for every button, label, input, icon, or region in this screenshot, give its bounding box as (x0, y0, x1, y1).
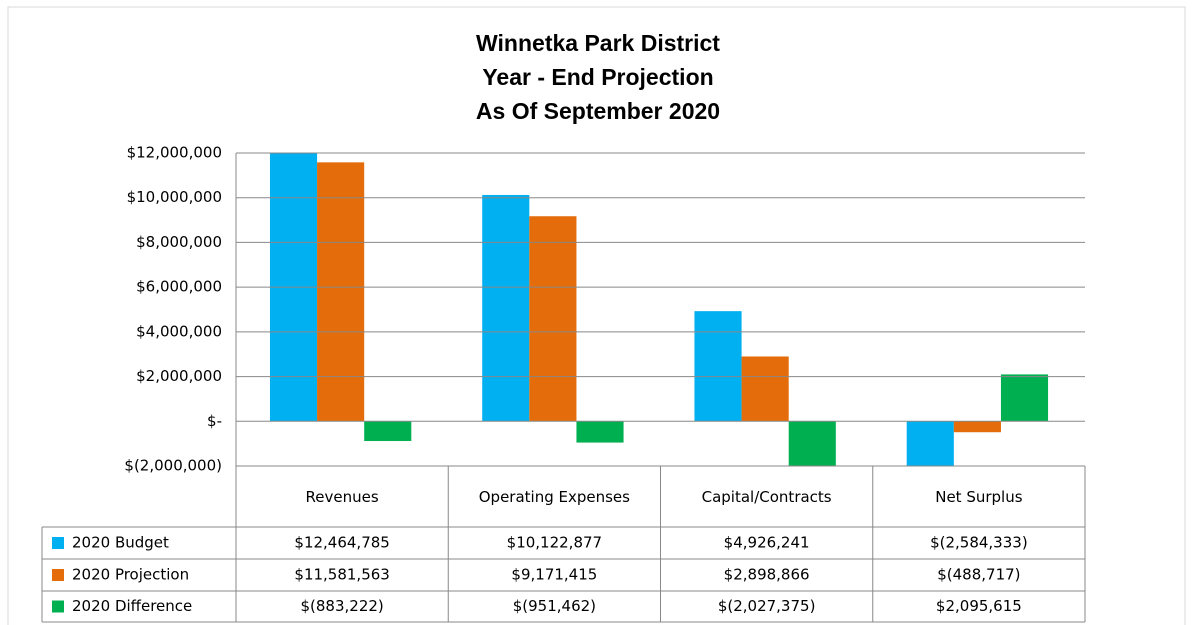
bar (788, 421, 836, 466)
legend-swatch (52, 537, 64, 549)
chart-title: Year - End Projection (482, 64, 713, 90)
y-tick-label: $(2,000,000) (124, 457, 222, 475)
category-cell: Revenues (305, 487, 379, 506)
bar (482, 194, 530, 422)
bar (906, 421, 954, 466)
y-tick-label: $6,000,000 (136, 278, 222, 296)
legend-swatch (52, 569, 64, 581)
bar (317, 162, 365, 422)
category-cell: Net Surplus (935, 487, 1023, 506)
x-tick-label: Capital/Contracts (701, 487, 832, 506)
value-label: $11,581,563 (294, 566, 389, 584)
y-tick-label: $2,000,000 (136, 367, 222, 385)
bar (1000, 374, 1049, 422)
value-label: $(2,027,375) (718, 597, 816, 615)
value-label: $(951,462) (513, 597, 596, 615)
x-tick-label: Revenues (305, 487, 379, 506)
legend-label: 2020 Difference (72, 597, 192, 615)
value-label: $2,898,866 (724, 566, 810, 584)
bar (694, 311, 742, 422)
bar (364, 421, 412, 442)
legend-swatch (52, 600, 64, 613)
bar (269, 153, 318, 422)
bar (576, 421, 624, 443)
legend-label: 2020 Projection (72, 566, 189, 584)
category-cell: Capital/Contracts (701, 487, 832, 506)
legend-label: 2020 Budget (72, 534, 169, 552)
chart-frame (7, 6, 1186, 625)
bar (529, 216, 577, 422)
category-cell: Operating Expenses (478, 487, 630, 506)
y-tick-label: $12,000,000 (127, 144, 222, 162)
value-label: $4,926,241 (724, 534, 810, 552)
value-label: $(883,222) (300, 597, 383, 615)
value-label: $2,095,615 (936, 597, 1022, 615)
y-tick-label: $- (207, 412, 222, 430)
chart-title: Winnetka Park District (476, 30, 720, 56)
value-label: $(488,717) (937, 566, 1020, 584)
chart-title: As Of September 2020 (476, 98, 720, 124)
y-tick-label: $10,000,000 (127, 188, 222, 206)
value-label: $(2,584,333) (930, 534, 1028, 552)
y-tick-label: $4,000,000 (136, 322, 222, 340)
value-label: $10,122,877 (507, 534, 602, 552)
bar (741, 356, 789, 422)
value-label: $12,464,785 (294, 534, 389, 552)
x-tick-label: Operating Expenses (478, 487, 630, 506)
y-tick-label: $8,000,000 (136, 233, 222, 251)
x-tick-label: Net Surplus (935, 487, 1023, 506)
value-label: $9,171,415 (511, 566, 597, 584)
bar (953, 421, 1001, 433)
